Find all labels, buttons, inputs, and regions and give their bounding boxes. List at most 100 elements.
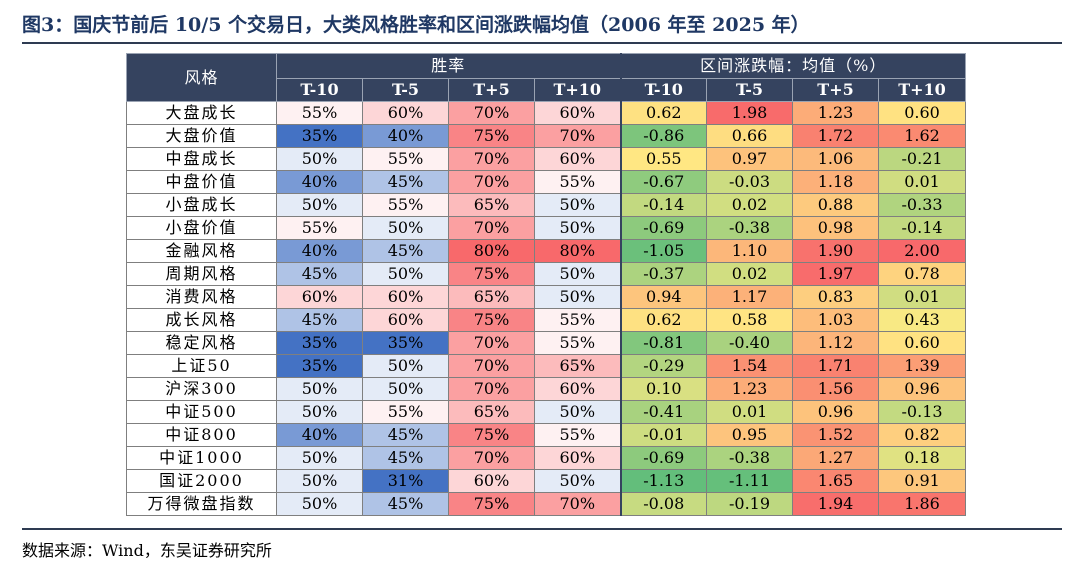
return-mean-cell: 1.56 [792,377,880,401]
table-row: 国证2000 50% 31% 60% 50% -1.13 -1.11 1.65 0.91 [126,469,967,493]
return-mean-cell: -0.67 [619,170,708,194]
win-rate-cell: 75% [448,423,535,447]
column-header-win-tminus5: T-5 [362,78,449,102]
win-rate-cell: 55% [362,193,449,217]
return-mean-cell: 0.94 [619,285,708,309]
win-rate-cell: 70% [448,147,535,171]
win-rate-cell: 45% [362,446,449,470]
return-mean-cell: -0.69 [619,216,708,240]
group-header-win-rate: 胜率 [275,53,622,79]
win-rate-cell: 70% [448,331,535,355]
win-rate-cell: 60% [533,377,622,401]
table-row: 小盘成长 50% 55% 65% 50% -0.14 0.02 0.88 -0.33 [126,193,967,217]
win-rate-cell: 55% [362,400,449,424]
win-rate-cell: 55% [362,147,449,171]
return-mean-cell: -0.19 [706,492,794,516]
return-mean-cell: 1.54 [706,354,794,378]
return-mean-cell: -0.81 [619,331,708,355]
return-mean-cell: -0.40 [706,331,794,355]
win-rate-cell: 60% [362,285,449,309]
group-header-return-mean: 区间涨跌幅：均值（%） [619,53,967,79]
table-row: 万得微盘指数 50% 45% 75% 70% -0.08 -0.19 1.94 1.86 [126,492,967,516]
return-mean-cell: 0.58 [706,308,794,332]
style-name-cell: 周期风格 [126,262,277,286]
style-name-cell: 消费风格 [126,285,277,309]
win-rate-cell: 55% [533,331,622,355]
bottom-rule [22,528,1062,530]
win-rate-cell: 60% [362,101,449,125]
win-rate-cell: 50% [276,492,363,516]
win-rate-cell: 70% [448,216,535,240]
return-mean-cell: -0.37 [619,262,708,286]
return-mean-cell: -0.21 [878,147,967,171]
win-rate-cell: 70% [448,446,535,470]
win-rate-cell: 50% [362,216,449,240]
table-row: 成长风格 45% 60% 75% 55% 0.62 0.58 1.03 0.43 [126,308,967,332]
return-mean-cell: 1.71 [792,354,880,378]
win-rate-cell: 75% [448,492,535,516]
win-rate-cell: 60% [362,308,449,332]
win-rate-cell: 50% [533,216,622,240]
figure-title: 图3：国庆节前后 10/5 个交易日，大类风格胜率和区间涨跌幅均值（2006 年… [22,14,810,36]
win-rate-cell: 55% [533,170,622,194]
return-mean-cell: -0.13 [878,400,967,424]
win-rate-cell: 45% [362,239,449,263]
return-mean-cell: 1.17 [706,285,794,309]
return-mean-cell: 0.62 [619,101,708,125]
win-rate-cell: 70% [448,170,535,194]
return-mean-cell: 1.52 [792,423,880,447]
win-rate-cell: 65% [448,193,535,217]
win-rate-cell: 40% [276,170,363,194]
win-rate-cell: 45% [362,492,449,516]
return-mean-cell: 0.96 [792,400,880,424]
return-mean-cell: 1.65 [792,469,880,493]
win-rate-cell: 55% [276,216,363,240]
style-name-cell: 大盘成长 [126,101,277,125]
win-rate-cell: 35% [276,124,363,148]
win-rate-cell: 60% [533,101,622,125]
win-rate-cell: 50% [276,193,363,217]
win-rate-cell: 50% [276,469,363,493]
column-header-ret-tplus10: T+10 [878,78,967,102]
return-mean-cell: -1.11 [706,469,794,493]
return-mean-cell: 0.01 [878,170,967,194]
win-rate-cell: 50% [362,354,449,378]
style-name-cell: 成长风格 [126,308,277,332]
return-mean-cell: 0.43 [878,308,967,332]
return-mean-cell: 1.62 [878,124,967,148]
win-rate-cell: 50% [362,377,449,401]
return-mean-cell: 1.10 [706,239,794,263]
table-row: 大盘成长 55% 60% 70% 60% 0.62 1.98 1.23 0.60 [126,101,967,125]
win-rate-cell: 80% [533,239,622,263]
win-rate-cell: 50% [276,377,363,401]
style-name-cell: 中证1000 [126,446,277,470]
style-name-cell: 中证500 [126,400,277,424]
table-row: 中证1000 50% 45% 70% 60% -0.69 -0.38 1.27 0.18 [126,446,967,470]
return-mean-cell: 0.10 [619,377,708,401]
column-header-win-tplus10: T+10 [533,78,622,102]
return-mean-cell: 1.98 [706,101,794,125]
return-mean-cell: -0.14 [619,193,708,217]
win-rate-cell: 70% [448,101,535,125]
win-rate-cell: 35% [362,331,449,355]
style-name-cell: 中盘价值 [126,170,277,194]
table-row: 上证50 35% 50% 70% 65% -0.29 1.54 1.71 1.39 [126,354,967,378]
return-mean-cell: 1.94 [792,492,880,516]
return-mean-cell: -0.38 [706,216,794,240]
return-mean-cell: 1.97 [792,262,880,286]
win-rate-cell: 65% [533,354,622,378]
win-rate-cell: 60% [533,147,622,171]
win-rate-cell: 70% [533,124,622,148]
style-name-cell: 万得微盘指数 [126,492,277,516]
table-row: 周期风格 45% 50% 75% 50% -0.37 0.02 1.97 0.78 [126,262,967,286]
return-mean-cell: 0.91 [878,469,967,493]
return-mean-cell: 1.03 [792,308,880,332]
return-mean-cell: 0.62 [619,308,708,332]
table-row: 沪深300 50% 50% 70% 60% 0.10 1.23 1.56 0.96 [126,377,967,401]
return-mean-cell: 0.18 [878,446,967,470]
win-rate-cell: 65% [448,285,535,309]
win-rate-cell: 55% [533,423,622,447]
win-rate-cell: 50% [362,262,449,286]
style-name-cell: 金融风格 [126,239,277,263]
win-rate-cell: 80% [448,239,535,263]
